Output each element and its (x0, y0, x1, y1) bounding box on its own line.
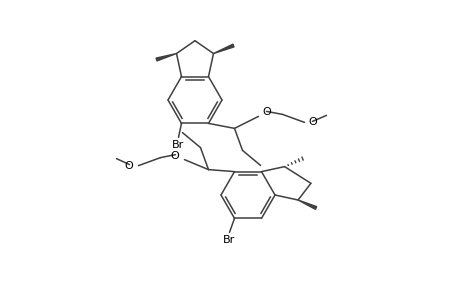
Polygon shape (156, 53, 176, 61)
Text: Br: Br (223, 236, 235, 245)
Text: O: O (262, 107, 271, 117)
Polygon shape (213, 44, 234, 53)
Text: O: O (308, 117, 317, 128)
Polygon shape (297, 200, 316, 209)
Text: O: O (170, 151, 179, 160)
Text: O: O (124, 160, 133, 171)
Text: Br: Br (172, 140, 184, 150)
